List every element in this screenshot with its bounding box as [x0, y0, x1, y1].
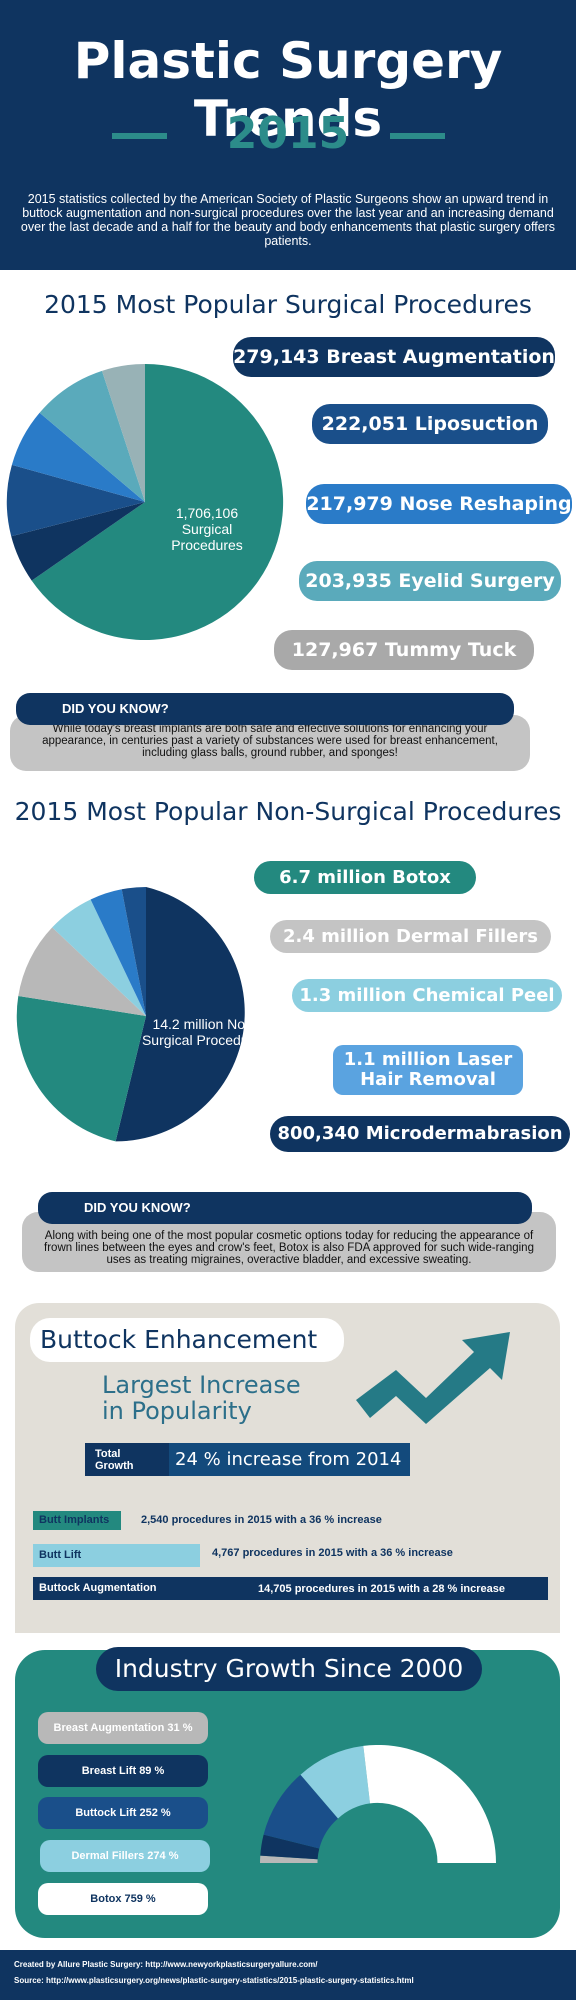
pill-eyelid-surgery: 203,935 Eyelid Surgery [299, 561, 561, 601]
footer-credit: Created by Allure Plastic Surgery: http:… [14, 1960, 318, 1969]
buttock-title: Buttock Enhancement [30, 1318, 344, 1362]
bar-butt-implants-label: Butt Implants [33, 1511, 121, 1530]
nonsurgical-section-title: 2015 Most Popular Non-Surgical Procedure… [14, 797, 562, 826]
page-title: Plastic Surgery Trends [73, 32, 503, 148]
growth-item-botox: Botox 759 % [38, 1883, 208, 1915]
bar-buttock-augmentation-label: Buttock Augmentation [39, 1582, 157, 1594]
footer-source: Source: http://www.plasticsurgery.org/ne… [14, 1976, 414, 1985]
growth-item-dermal-fillers: Dermal Fillers 274 % [40, 1840, 210, 1872]
total-growth-label: Total Growth [95, 1448, 134, 1472]
pie-slice-eyelid-surgery [39, 370, 145, 502]
header-banner [0, 0, 576, 270]
pill-nose-reshaping: 217,979 Nose Reshaping [306, 484, 572, 524]
year-label: 2015 [226, 108, 350, 159]
pill-breast-augmentation: 279,143 Breast Augmentation [233, 337, 555, 377]
growth-item-breast-lift: Breast Lift 89 % [38, 1755, 208, 1787]
bar-butt-implants-text: 2,540 procedures in 2015 with a 36 % inc… [141, 1514, 382, 1526]
pill-dermal-fillers: 2.4 million Dermal Fillers [270, 920, 551, 953]
surgical-did-you-know-label: DID YOU KNOW? [16, 693, 514, 725]
pill-tummy-tuck: 127,967 Tummy Tuck [274, 630, 534, 670]
surgical-section-title: 2015 Most Popular Surgical Procedures [44, 290, 532, 319]
pill-microdermabrasion: 800,340 Microdermabrasion [270, 1116, 570, 1152]
pie-slice-nose-reshaping [11, 412, 146, 502]
pie-slice-botox [115, 887, 245, 1142]
intro-text: 2015 statistics collected by the America… [20, 192, 556, 248]
total-growth-value: 24 % increase from 2014 [175, 1449, 402, 1470]
donut-dermal-fillers [300, 1745, 370, 1819]
surgical-pie-center-label: 1,706,106 Surgical Procedures [171, 505, 243, 553]
bar-buttock-augmentation [33, 1577, 548, 1600]
pill-chemical-peel: 1.3 million Chemical Peel [292, 979, 562, 1012]
bar-butt-lift-text: 4,767 procedures in 2015 with a 36 % inc… [212, 1547, 453, 1559]
growth-title: Industry Growth Since 2000 [96, 1647, 482, 1691]
nonsurgical-pie-center-label: 14.2 million Non-Surgical Procedures [141, 1016, 269, 1048]
pie-slice-laser-hair-removal [52, 899, 147, 1016]
donut-breast-lift [260, 1834, 320, 1860]
footer [0, 1950, 576, 2000]
pie-slice-other-surgical [31, 363, 284, 640]
nonsurgical-did-you-know-label: DID YOU KNOW? [38, 1192, 532, 1224]
pie-slice-microdermabrasion [90, 889, 146, 1016]
title-divider-left [112, 133, 167, 139]
pie-slice-other-nonsurgical [121, 887, 146, 1016]
growth-item-breast-augmentation: Breast Augmentation 31 % [38, 1712, 208, 1744]
pie-slice-breast-augmentation [11, 502, 146, 581]
pill-liposuction: 222,051 Liposuction [312, 404, 548, 444]
bar-buttock-augmentation-text: 14,705 procedures in 2015 with a 28 % in… [258, 1583, 506, 1595]
bar-butt-lift-label: Butt Lift [33, 1544, 200, 1567]
trend-arrow-icon [356, 1332, 510, 1424]
pie-slice-tummy-tuck [102, 364, 145, 502]
pie-slice-chemical-peel [18, 927, 146, 1016]
surgical-pie-chart [6, 363, 284, 640]
growth-item-buttock-lift: Buttock Lift 252 % [38, 1797, 208, 1829]
donut-botox [363, 1744, 496, 1863]
pill-botox: 6.7 million Botox [254, 861, 476, 894]
growth-half-donut-chart [260, 1744, 496, 1863]
pie-slice-liposuction [6, 464, 145, 537]
pill-laser-hair-removal: 1.1 million Laser Hair Removal [333, 1045, 523, 1095]
total-growth-label-box [85, 1443, 169, 1476]
buttock-subtitle-line1: Largest Increase [102, 1371, 301, 1399]
pie-slice-dermal-fillers [16, 996, 146, 1142]
nonsurgical-pie-chart [16, 887, 245, 1142]
donut-breast-augmentation [260, 1855, 318, 1863]
donut-buttock-lift [263, 1774, 338, 1849]
buttock-subtitle-line2: in Popularity [102, 1397, 252, 1425]
title-divider-right [390, 133, 445, 139]
